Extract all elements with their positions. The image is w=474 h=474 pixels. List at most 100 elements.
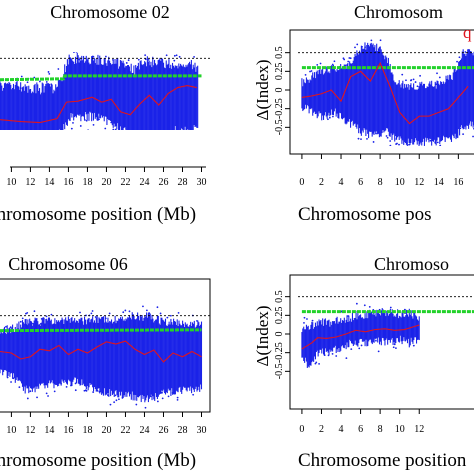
- snp-point: [57, 384, 60, 386]
- x-axis-label: Chromosome pos: [298, 204, 432, 225]
- snp-point: [356, 43, 359, 46]
- panel-title: Chromosom: [354, 2, 443, 22]
- plot-area: [298, 296, 474, 368]
- snp-point: [185, 130, 187, 132]
- y-tick-label: 0.5: [274, 46, 285, 59]
- snp-point: [33, 310, 36, 313]
- y-tick-label: -0.25: [274, 98, 285, 119]
- snp-point: [50, 313, 53, 316]
- x-tick-label: 10: [6, 425, 16, 436]
- snp-point: [191, 50, 193, 52]
- x-tick-label: 10: [6, 177, 16, 188]
- snp-point: [73, 52, 75, 54]
- snp-point: [349, 57, 352, 60]
- snp-point: [91, 310, 94, 312]
- threshold-line: [0, 328, 202, 333]
- x-tick-label: 14: [44, 425, 54, 436]
- snp-point: [104, 127, 107, 130]
- snp-point: [316, 63, 319, 66]
- snp-point: [368, 305, 371, 308]
- snp-point: [315, 361, 318, 364]
- snp-point: [194, 130, 196, 132]
- snp-point: [6, 136, 8, 138]
- snp-point: [364, 46, 366, 49]
- x-tick-label: 20: [101, 425, 111, 436]
- snp-point: [410, 145, 412, 146]
- snp-point: [343, 58, 346, 61]
- snp-point: [25, 323, 28, 326]
- snp-point: [5, 325, 7, 328]
- snp-point: [70, 127, 73, 130]
- snp-point: [169, 314, 172, 317]
- snp-point: [159, 312, 162, 315]
- snp-point: [389, 306, 392, 309]
- snp-point: [10, 381, 12, 383]
- snp-point: [85, 119, 88, 122]
- snp-point: [6, 376, 9, 379]
- snp-point: [412, 78, 415, 81]
- snp-point: [156, 400, 159, 403]
- snp-point: [142, 141, 144, 143]
- snp-point: [332, 115, 334, 118]
- x-tick-label: 10: [395, 424, 405, 435]
- snp-point: [133, 135, 135, 137]
- plot-frame: [289, 29, 474, 155]
- snp-point: [19, 320, 22, 323]
- snp-point: [25, 138, 27, 140]
- snp-point: [156, 306, 159, 309]
- x-tick-label: 24: [139, 177, 149, 188]
- snp-point: [149, 395, 152, 398]
- x-tick-label: 26: [158, 425, 168, 436]
- x-tick-label: 28: [177, 177, 187, 188]
- snp-point: [165, 137, 167, 139]
- panel-chromosome-06: Chromosome 06 10 12 14 16 18 20 22 24 26 28 30 Chr…: [0, 254, 211, 471]
- snp-point: [350, 348, 353, 351]
- snp-point: [7, 145, 9, 147]
- snp-point: [462, 133, 465, 136]
- snp-point: [197, 131, 199, 133]
- snp-point: [318, 362, 320, 365]
- snp-point: [175, 54, 178, 57]
- x-tick-label: 24: [139, 425, 149, 436]
- snp-point: [20, 75, 23, 78]
- snp-point: [304, 73, 307, 76]
- snp-point: [178, 55, 181, 58]
- snp-point: [192, 393, 195, 396]
- snp-point: [176, 399, 179, 401]
- panel-title: Chromosome 02: [50, 2, 170, 22]
- snp-point: [75, 52, 78, 53]
- snp-point: [128, 70, 131, 73]
- point-band-layer: [0, 50, 199, 148]
- snp-point: [144, 138, 146, 140]
- snp-point: [161, 391, 163, 394]
- snp-point: [401, 73, 404, 76]
- snp-point: [366, 137, 368, 140]
- y-tick-label: -0.25: [274, 342, 285, 363]
- x-tick-label: 22: [120, 177, 130, 188]
- snp-point: [420, 148, 422, 150]
- x-tick-label: 16: [63, 177, 73, 188]
- x-tick-label: 4: [339, 424, 344, 435]
- snp-point: [395, 347, 397, 350]
- y-tick-label: 0.5: [274, 290, 285, 303]
- x-tick-label: 12: [414, 424, 424, 435]
- x-tick-label: 16: [63, 425, 73, 436]
- threshold-line: [0, 74, 202, 82]
- snp-point: [147, 58, 150, 61]
- snp-point: [127, 59, 130, 62]
- snp-point: [456, 60, 458, 63]
- snp-point: [74, 389, 77, 392]
- snp-point: [83, 119, 86, 121]
- y-tick-label: 0.25: [274, 307, 285, 325]
- snp-point: [375, 132, 377, 135]
- x-axis-label: Chromosome position: [298, 450, 467, 471]
- snp-point: [309, 70, 311, 73]
- y-tick-label: -0.5: [274, 119, 285, 135]
- snp-point: [23, 146, 25, 148]
- snp-point: [65, 386, 68, 388]
- snp-point: [125, 62, 128, 64]
- snp-point: [361, 45, 363, 48]
- snp-point: [179, 144, 181, 146]
- snp-point: [303, 316, 306, 319]
